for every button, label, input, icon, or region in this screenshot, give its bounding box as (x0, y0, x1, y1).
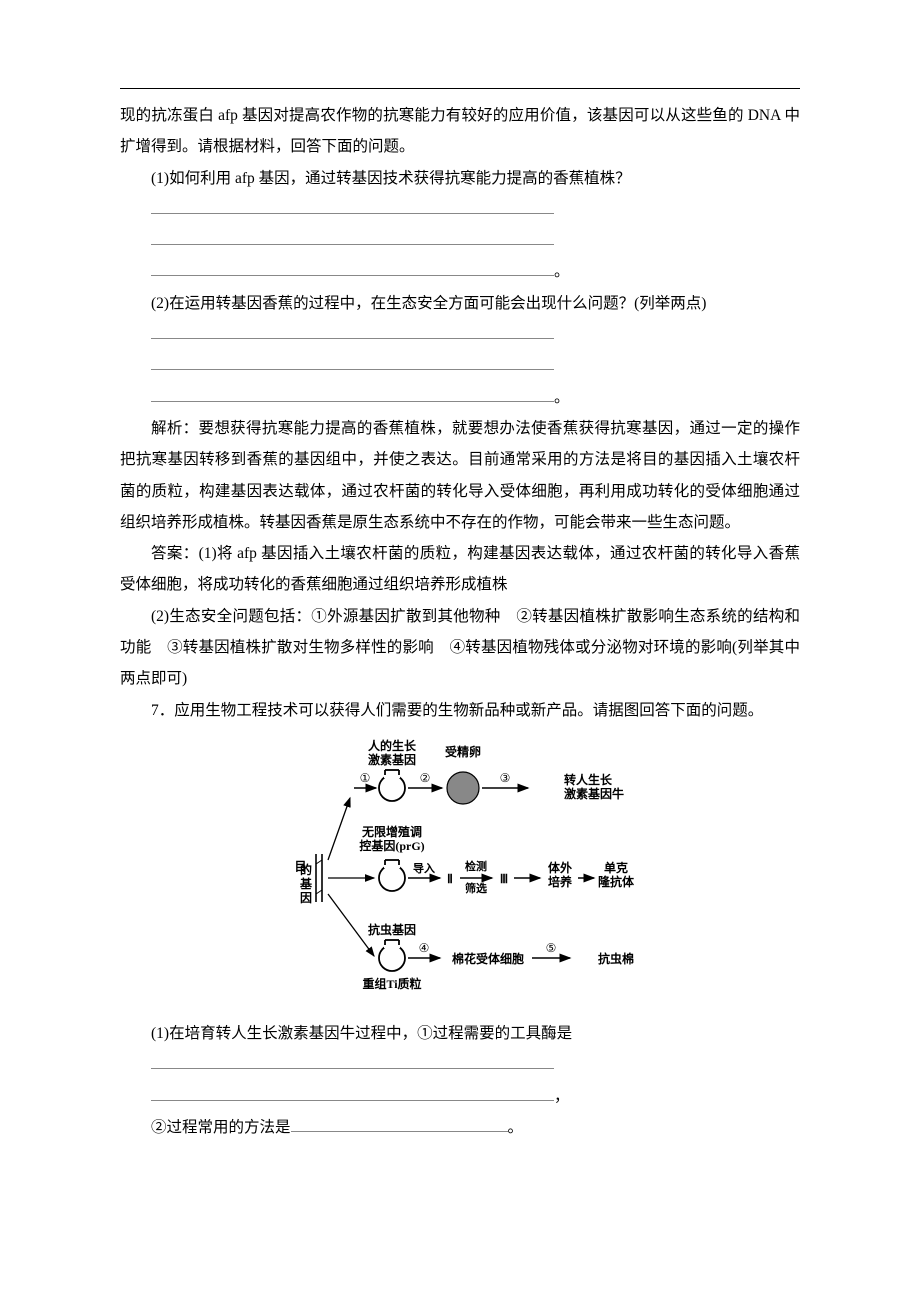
plasmid-open-ring-bot (379, 940, 405, 971)
answer-blank (151, 233, 554, 245)
question-1: (1)如何利用 afp 基因，通过转基因技术获得抗寒能力提高的香蕉植株？ (120, 163, 800, 194)
label-import: 导入 (413, 862, 435, 875)
blank-line (120, 350, 800, 381)
answer-blank (291, 1120, 508, 1132)
blank-line (120, 225, 800, 256)
answer-blank (151, 1057, 554, 1069)
answer-1-paragraph: 答案：(1)将 afp 基因插入土壤农杆菌的质粒，构建基因表达载体，通过农杆菌的… (120, 538, 800, 601)
question-7-1: (1)在培育转人生长激素基因牛过程中，①过程需要的工具酶是 (120, 1018, 800, 1049)
label-insect-gene: 抗虫基因 (368, 922, 416, 937)
answer-blank (151, 327, 554, 339)
label-prg2: 控基因(prG) (359, 838, 424, 853)
blank-line: 。 (120, 256, 800, 287)
label-out2d: 隆抗体 (598, 874, 635, 889)
svg-text:基: 基 (299, 876, 313, 891)
blank-line (120, 194, 800, 225)
arrow-to-top (328, 798, 350, 860)
label-screen: 筛选 (465, 881, 487, 895)
question-7: 7．应用生物工程技术可以获得人们需要的生物新品种或新产品。请据图回答下面的问题。 (120, 695, 800, 726)
question-7-2: ②过程常用的方法是 。 (120, 1112, 800, 1143)
blank-line (120, 319, 800, 350)
label-check: 检测 (465, 859, 487, 873)
label-step4: ④ (419, 941, 430, 955)
answer-blank (151, 359, 554, 371)
label-ti-plasmid: 重组Ti质粒 (362, 976, 421, 991)
label-fertilized-egg: 受精卵 (445, 744, 481, 759)
svg-text:因: 因 (300, 890, 312, 905)
label-step1: ① (360, 771, 371, 785)
period: 。 (554, 389, 570, 406)
label-cotton-cell: 棉花受体细胞 (452, 951, 524, 966)
blank-line (120, 1049, 800, 1080)
plasmid-open-ring-top (379, 770, 405, 801)
label-out1a: 转人生长 (564, 772, 613, 787)
label-prg1: 无限增殖调 (361, 824, 422, 839)
answer-2-paragraph: (2)生态安全问题包括：①外源基因扩散到其他物种 ②转基因植株扩散影响生态系统的… (120, 601, 800, 695)
bioengineering-diagram: 人的生长 激素基因 受精卵 ① ② ③ 转人生长 激素基因牛 无限增殖调 (282, 734, 638, 1010)
label-roman2: Ⅱ (447, 872, 453, 886)
label-out3: 抗虫棉 (598, 951, 634, 966)
top-rule (120, 88, 800, 89)
answer-blank (151, 202, 554, 214)
comma: ， (554, 1088, 570, 1105)
answer-blank (151, 1089, 554, 1101)
label-out2b: 培养 (548, 874, 572, 889)
label-out2c: 单克 (604, 860, 628, 875)
label-out2a: 体外 (548, 860, 572, 875)
label-roman3: Ⅲ (500, 872, 508, 886)
label-step3: ③ (500, 771, 511, 785)
paragraph-intro: 现的抗冻蛋白 afp 基因对提高农作物的抗寒能力有较好的应用价值，该基因可以从这… (120, 100, 800, 163)
blank-line: 。 (120, 382, 800, 413)
analysis-paragraph: 解析：要想获得抗寒能力提高的香蕉植株，就要想办法使香蕉获得抗寒基因，通过一定的操… (120, 413, 800, 538)
answer-blank (151, 390, 554, 402)
label-step2: ② (420, 771, 431, 785)
label-human-growth-2: 激素基因 (368, 752, 416, 767)
target-gene-box: 目 的 基 因 (293, 854, 322, 905)
blank-line: ， (120, 1081, 800, 1112)
label-out1b: 激素基因牛 (564, 786, 624, 801)
answer-blank (151, 265, 554, 277)
label-human-growth-1: 人的生长 (368, 738, 417, 753)
period: 。 (508, 1119, 524, 1136)
fertilized-egg-circle (447, 772, 479, 804)
period: 。 (554, 263, 570, 280)
plasmid-open-ring-mid (379, 860, 405, 891)
question-2: (2)在运用转基因香蕉的过程中，在生态安全方面可能会出现什么问题？(列举两点) (120, 288, 800, 319)
q7-2-text: ②过程常用的方法是 (151, 1119, 291, 1136)
svg-text:的: 的 (300, 862, 312, 877)
label-step5: ⑤ (546, 941, 557, 955)
